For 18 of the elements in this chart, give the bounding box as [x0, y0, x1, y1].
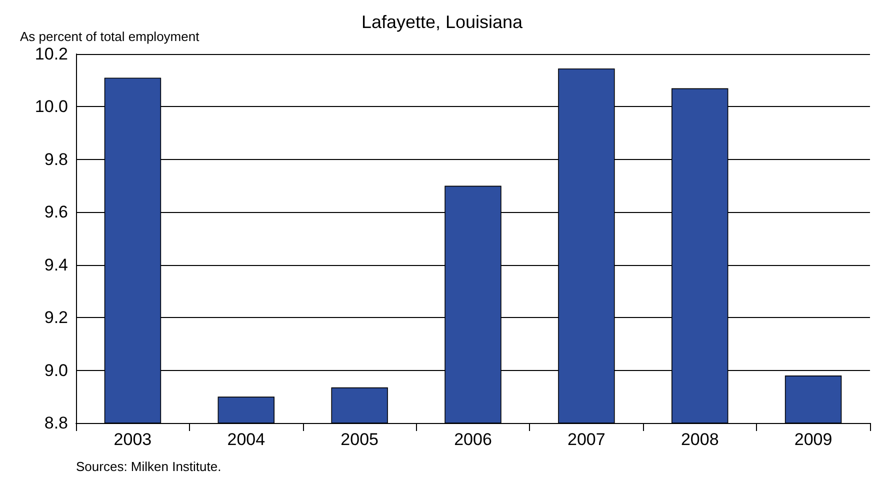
y-tick-label: 9.6 — [44, 202, 68, 222]
x-tick-label: 2009 — [794, 430, 832, 449]
x-tick-label: 2007 — [568, 430, 606, 449]
y-tick-label: 9.2 — [44, 308, 68, 328]
y-tick-label: 8.8 — [44, 414, 68, 432]
x-tick-label: 2008 — [680, 430, 719, 449]
y-tick-label: 9.4 — [44, 255, 68, 274]
y-tick-label: 9.8 — [44, 150, 68, 169]
source-note: Sources: Milken Institute. — [76, 459, 222, 474]
y-tick-label: 10.2 — [34, 44, 68, 64]
x-tick-label: 2003 — [114, 430, 152, 449]
y-tick-label: 10.0 — [34, 97, 68, 116]
y-tick-label: 9.0 — [44, 360, 68, 380]
x-tick-label: 2006 — [454, 430, 492, 449]
x-tick-label: 2005 — [340, 430, 378, 449]
chart-title: Lafayette, Louisiana — [361, 12, 524, 32]
y-axis-title: As percent of total employment — [20, 29, 200, 44]
x-tick-label: 2004 — [227, 430, 266, 449]
